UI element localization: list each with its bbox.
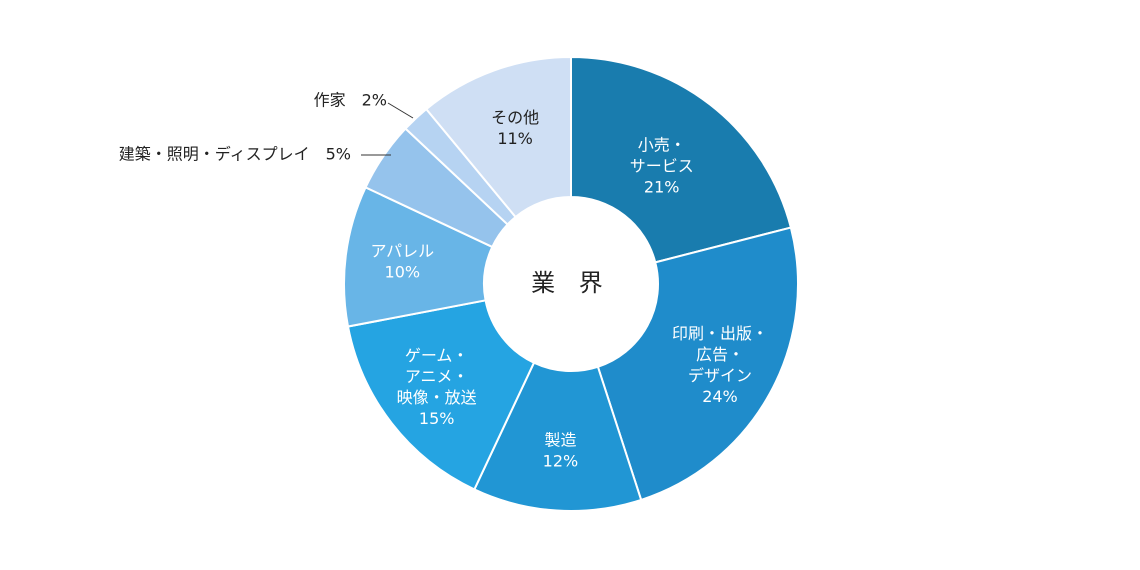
slice-2-label-line: 印刷・出版・: [672, 324, 768, 343]
slice-4-label-line: ゲーム・: [405, 346, 469, 365]
chart-title: 業 界: [531, 269, 611, 297]
slices-layer: [343, 55, 799, 512]
slice-3-label-line: 製造: [544, 431, 576, 450]
slice-4-label-line: 15%: [419, 409, 455, 428]
slice-8-label-line: 11%: [497, 129, 533, 148]
slice-2-label: 印刷・出版・広告・デザイン 24%: [672, 324, 768, 406]
slice-4-label-line: アニメ・: [405, 367, 469, 386]
labels-layer: 小売・サービス 21% 印刷・出版・広告・デザイン 24% 製造 12% ゲーム・アニメ・映…: [370, 108, 767, 471]
slice-1-label-line: 21%: [644, 178, 680, 197]
slice-2-label-line: 24%: [702, 387, 738, 406]
slice-4-label-line: 映像・放送: [397, 388, 477, 407]
slice-5-label-line: 10%: [385, 263, 421, 282]
slice-5-label-line: アパレル: [370, 242, 434, 261]
slice-1-label: 小売・サービス 21%: [630, 136, 694, 197]
slice-7-callout-line: [387, 102, 414, 119]
slice-8-label-line: その他: [491, 108, 539, 127]
slice-2-label-line: 広告・: [696, 345, 744, 364]
slice-7-callout-label: 作家 2%: [314, 91, 387, 110]
slice-2-label-line: デザイン: [688, 366, 752, 385]
slice-1-label-line: 小売・: [638, 136, 686, 155]
slice-4-label: ゲーム・アニメ・映像・放送 15%: [397, 346, 477, 428]
slice-8-label: その他 11%: [491, 108, 539, 148]
slice-5-label: アパレル 10%: [370, 242, 434, 282]
slice-3-label: 製造 12%: [543, 431, 579, 471]
callouts-layer: 建築・照明・ディスプレイ 5% 作家 2%: [119, 91, 414, 164]
slice-6-callout-label: 建築・照明・ディスプレイ 5%: [119, 145, 351, 164]
slice-1-label-line: サービス: [630, 157, 694, 176]
donut-hole: [484, 197, 658, 371]
slice-3-label-line: 12%: [543, 452, 579, 471]
